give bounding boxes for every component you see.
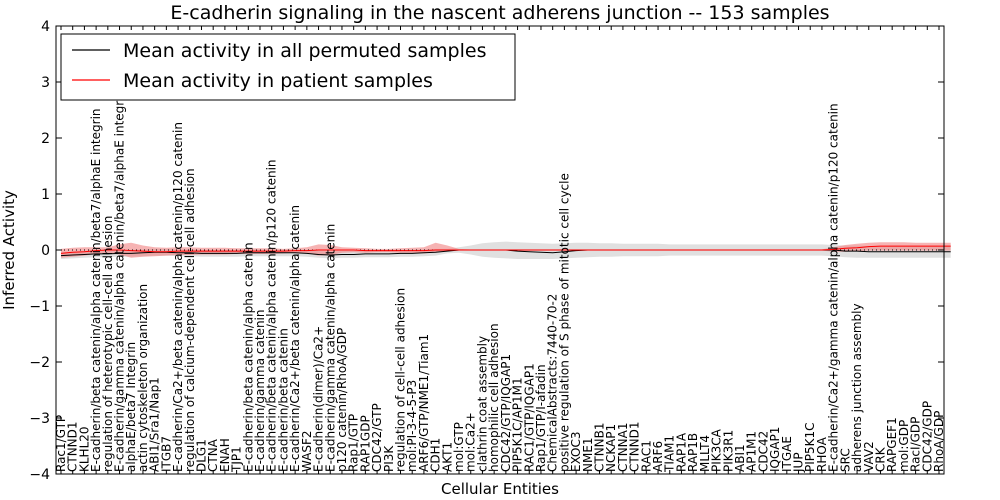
x-category-label: CDC42/GTP [370, 403, 384, 472]
y-tick-label: −2 [29, 355, 50, 371]
x-category-label: RhoA/GDP [932, 411, 946, 472]
x-category-label: CTNNA1 [616, 422, 630, 472]
x-category-label: PIK3R1 [721, 430, 735, 472]
x-category-label: regulation of calcium-dependent cell-cel… [183, 168, 197, 472]
x-category-label: AKT1 [440, 442, 454, 472]
x-category-label: RHOA [815, 436, 829, 472]
x-category-label: EXOC3 [569, 432, 583, 473]
x-category-label: RAC1 [639, 440, 653, 472]
x-category-label: clathrin coat assembly [475, 336, 489, 472]
x-category-label: adherens junction assembly [850, 303, 864, 472]
x-category-label: VAV2 [862, 441, 876, 472]
x-category-label: CDC42/GTP/IQGAP1 [499, 354, 513, 472]
x-category-label: CTNND1 [66, 421, 80, 472]
y-tick-label: 1 [41, 187, 50, 203]
legend-label-permuted: Mean activity in all permuted samples [123, 40, 486, 62]
x-category-label: ABI1/Sra1/Nap1 [148, 377, 162, 472]
x-category-label: RacI/GDP [909, 417, 923, 472]
x-category-label: TIAM1 [663, 435, 677, 473]
y-tick-label: −1 [29, 299, 50, 315]
x-category-label: Rap1/GTP/I-afadin [534, 364, 548, 472]
x-category-label: PIP5K1C/AP1M1 [511, 377, 525, 472]
x-category-label: CDC42/GDP [920, 401, 934, 472]
x-category-label: E-cadherin/beta catenin [276, 328, 290, 472]
x-category-label: actin cytoskeleton organization [136, 284, 150, 472]
x-category-label: ARF6 [651, 441, 665, 472]
x-category-label: ITGAE [780, 436, 794, 472]
x-category-label: mol:PI-3-4-5-P3 [405, 380, 419, 472]
x-category-label: IQGAP1 [768, 427, 782, 472]
x-category-label: AP1M1 [745, 431, 759, 472]
x-category-label: E-cadherin/Ca2+/beta catenin/alpha caten… [171, 122, 185, 472]
x-category-label: DLG1 [195, 439, 209, 472]
x-category-label: E-cadherin/gamma catenin/alpha catenin/b… [113, 90, 127, 472]
legend-box [60, 33, 516, 101]
x-category-label: Rac1/GTP [54, 415, 68, 472]
x-category-label: ITGB7 [159, 436, 173, 472]
x-category-label: E-cadherin/beta catenin/alpha catenin [241, 242, 255, 472]
x-category-label: E-cadherin/beta catenin/alpha catenin/p1… [265, 159, 279, 472]
x-category-label: mol:GTP [452, 422, 466, 472]
y-tick-label: −3 [29, 411, 50, 427]
x-category-label: CRK [874, 446, 888, 472]
x-category-label: ChemicalAbstracts:7440-70-2 [546, 294, 560, 472]
chart-title: E-cadherin signaling in the nascent adhe… [170, 2, 829, 24]
x-category-label: E-cadherin/beta catenin/alpha catenin/be… [89, 108, 103, 472]
x-category-label: Rap1/GTP [347, 414, 361, 472]
x-category-label: NCKAP1 [604, 424, 618, 472]
x-category-label: CDC42 [756, 431, 770, 472]
x-category-label: NME1 [581, 437, 595, 472]
x-category-label: ENAH [218, 438, 232, 472]
x-category-label: E-cadherin/Ca2+/gamma catenin/alpha cate… [827, 103, 841, 472]
x-category-label: CTNNB1 [593, 422, 607, 472]
y-axis-label: Inferred Activity [0, 190, 18, 310]
x-category-label: ABI1 [733, 444, 747, 472]
x-category-label: E-cadherin/Ca2+/beta catenin/alpha caten… [288, 205, 302, 472]
plot-frame [55, 25, 945, 475]
legend: Mean activity in all permuted samples Me… [60, 33, 516, 101]
x-category-label: alphaE/beta7 Integrin [124, 342, 138, 472]
series-lines [60, 245, 951, 257]
x-category-label: RAPGEF1 [885, 417, 899, 472]
y-tick-label: 3 [41, 75, 50, 91]
y-tick-label: 0 [41, 243, 50, 259]
y-axis: −4 −3 −2 −1 0 1 2 3 4 [29, 19, 944, 483]
x-category-label: SRC [838, 448, 852, 472]
x-category-label: regulation of heterotypic cell-cell adhe… [101, 216, 115, 472]
x-category-label: mol:GDP [897, 420, 911, 472]
x-category-label: regulation of cell-cell adhesion [394, 288, 408, 472]
y-tick-label: −4 [29, 467, 50, 483]
x-category-label: ARF6/GTP/NME1/Tiam1 [417, 334, 431, 472]
x-category-label: positive regulation of S phase of mitoti… [557, 173, 571, 472]
x-category-label: homophilic cell adhesion [487, 323, 501, 472]
x-category-label: CDH1 [429, 438, 443, 472]
x-category-label: p120 catenin/RhoA/GDP [335, 328, 349, 472]
x-category-label: RAP1B [686, 433, 700, 472]
x-category-label: MLLT4 [698, 435, 712, 472]
x-category-label: PI3K [382, 445, 396, 472]
x-category-label: WASF2 [300, 430, 314, 472]
x-category-label: E-cadherin(dimer)/Ca2+ [312, 326, 326, 472]
x-category-label: PIP5K1C [803, 422, 817, 472]
x-category-label: E-cadherin/gamma catenin/alpha catenin [323, 224, 337, 472]
x-category-label: RAC1/GTP/IQGAP1 [522, 363, 536, 472]
x-category-label: KLHL20 [77, 426, 91, 472]
x-category-label: JUP [792, 452, 806, 473]
legend-label-patient: Mean activity in patient samples [123, 70, 433, 92]
y-tick-label: 2 [41, 131, 50, 147]
x-axis-label: Cellular Entities [441, 480, 559, 498]
x-category-label: RAP1A [675, 432, 689, 472]
x-category-label: E-cadherin/gamma catenin [253, 310, 267, 473]
x-category-label: CTNA [206, 438, 220, 472]
x-category-label: RAP1GDP [358, 415, 372, 472]
y-tick-label: 4 [41, 19, 50, 35]
x-category-label: PIK3CA [710, 428, 724, 472]
x-category-label: mol:Ca2+ [464, 412, 478, 472]
x-category-label: CTNND1 [628, 421, 642, 472]
series-line-patient [60, 245, 951, 254]
x-category-label: TJP1 [230, 446, 244, 473]
